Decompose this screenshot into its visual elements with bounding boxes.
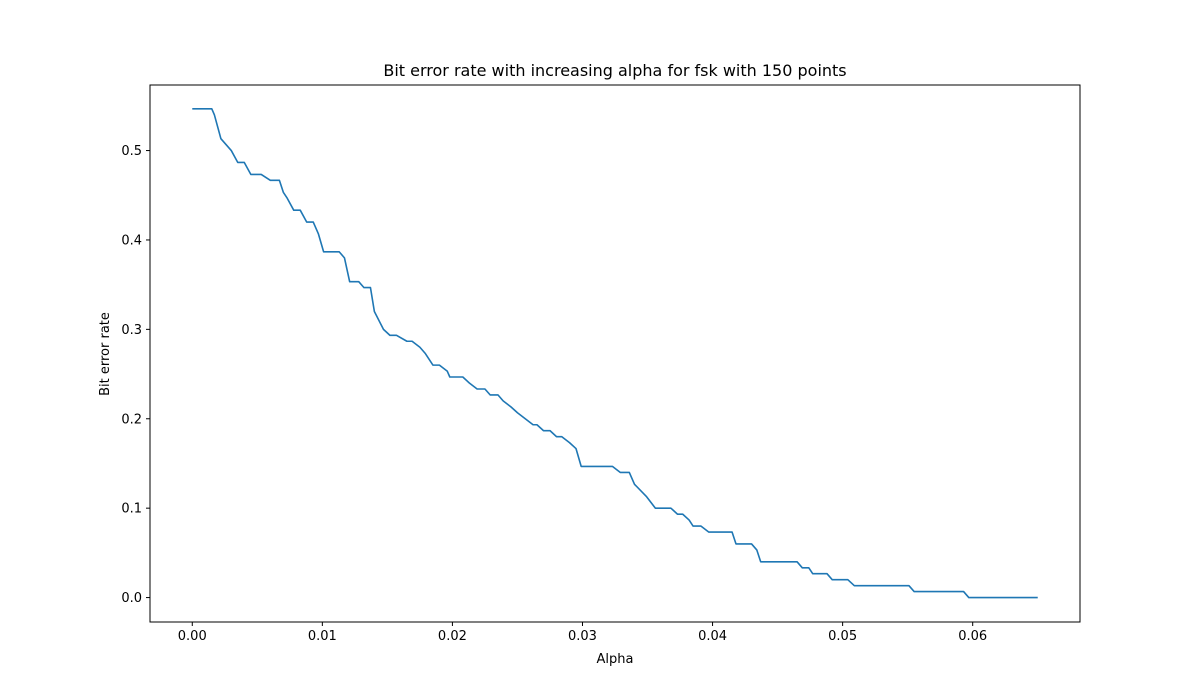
x-axis-title: Alpha <box>597 652 634 667</box>
x-tick-label: 0.05 <box>828 629 857 644</box>
y-tick-label: 0.2 <box>121 412 142 427</box>
x-tick-label: 0.01 <box>308 629 337 644</box>
axes-frame <box>149 84 1081 623</box>
y-tick-label: 0.1 <box>121 502 142 517</box>
x-tick-label: 0.03 <box>568 629 597 644</box>
x-tick-label: 0.00 <box>178 629 207 644</box>
y-axis-title: Bit error rate <box>98 312 113 396</box>
y-axis-ticks: 0.0 0.1 0.2 0.3 0.4 0.5 <box>121 144 150 606</box>
x-axis-ticks: 0.00 0.01 0.02 0.03 0.04 0.05 0.06 <box>178 622 987 644</box>
y-tick-label: 0.3 <box>121 323 142 338</box>
plot-area <box>192 108 1038 599</box>
series-line <box>192 108 1038 599</box>
y-tick-label: 0.4 <box>121 233 142 248</box>
y-tick-label: 0.5 <box>121 144 142 159</box>
chart-title: Bit error rate with increasing alpha for… <box>383 61 846 80</box>
y-tick-label: 0.0 <box>121 591 142 606</box>
x-tick-label: 0.02 <box>438 629 467 644</box>
x-tick-label: 0.06 <box>958 629 987 644</box>
x-tick-label: 0.04 <box>698 629 727 644</box>
